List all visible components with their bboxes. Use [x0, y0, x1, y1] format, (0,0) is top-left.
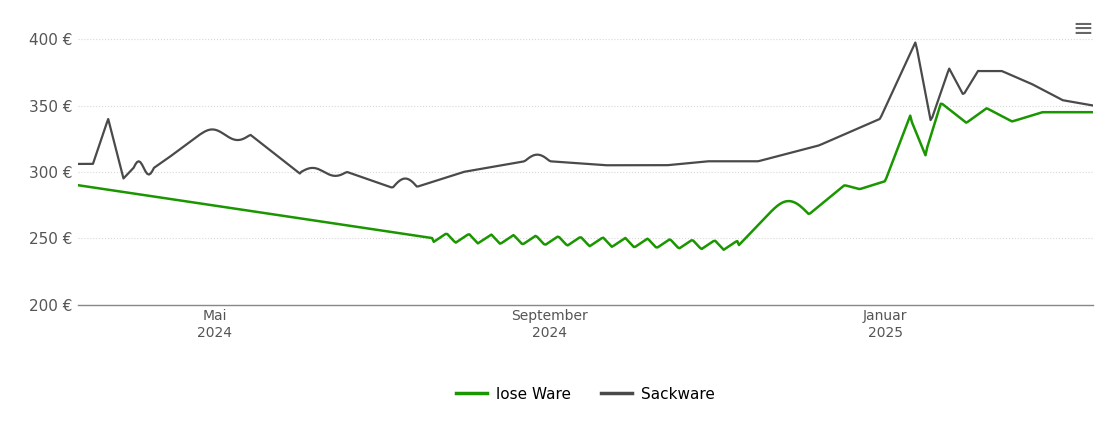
Legend: lose Ware, Sackware: lose Ware, Sackware [450, 381, 722, 408]
Text: ≡: ≡ [1072, 17, 1093, 41]
